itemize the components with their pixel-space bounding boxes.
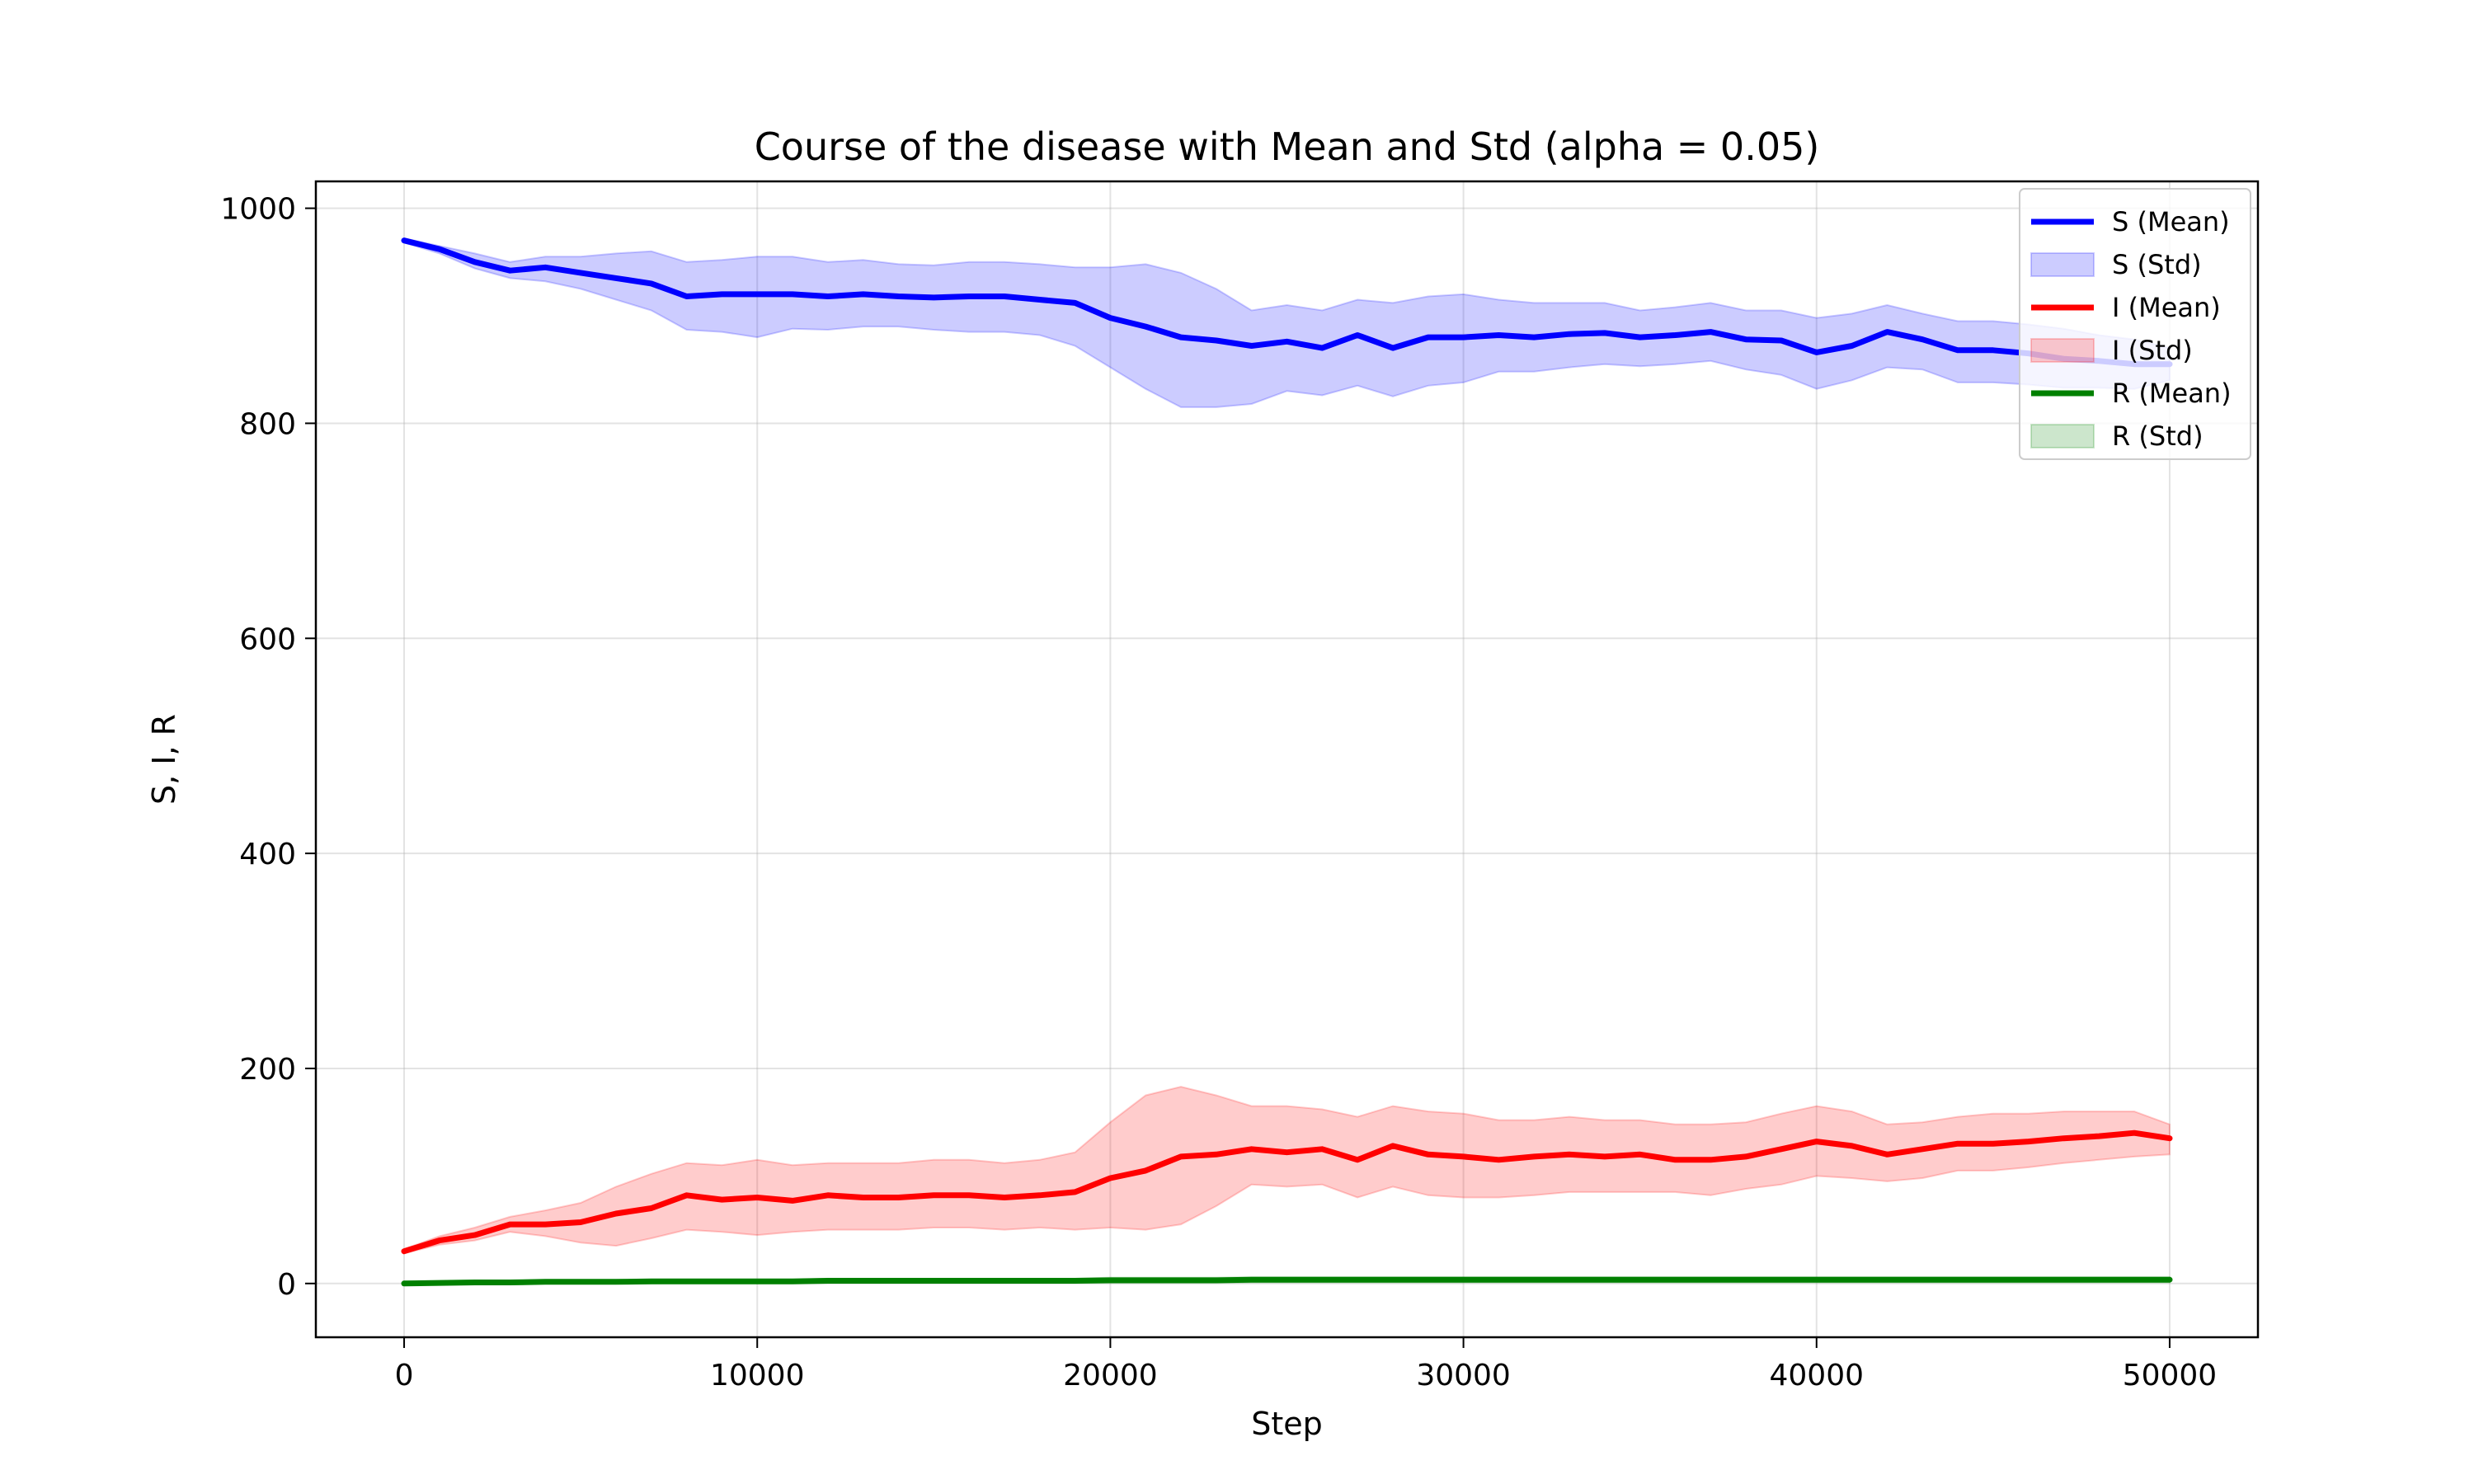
i-std-legend-label: I (Std) xyxy=(2112,335,2193,366)
y-tick-label: 400 xyxy=(239,838,296,871)
i-std-legend-swatch xyxy=(2030,338,2095,363)
x-tick-label: 10000 xyxy=(710,1359,805,1392)
s-std-legend-swatch xyxy=(2030,252,2095,277)
s-mean-line xyxy=(401,237,2173,368)
y-tick-label: 1000 xyxy=(220,193,296,227)
y-tick-label: 200 xyxy=(239,1053,296,1087)
i-std-band xyxy=(403,1086,2171,1255)
x-axis-label: Step xyxy=(1251,1406,1323,1442)
x-tick-label: 50000 xyxy=(2123,1359,2218,1392)
s-std-legend-label: S (Std) xyxy=(2112,249,2202,280)
x-tick-label: 40000 xyxy=(1770,1359,1865,1392)
i-mean-legend-label: I (Mean) xyxy=(2112,292,2221,323)
axis-ticks: 0 10000 20000 30000 40000 50000 0 200 400 600 800 1… xyxy=(220,193,2217,1392)
y-tick-label: 800 xyxy=(239,407,296,441)
r-std-legend-swatch xyxy=(2030,424,2095,448)
mean-lines xyxy=(401,237,2173,1287)
r-std-legend-label: R (Std) xyxy=(2112,420,2204,452)
std-bands xyxy=(403,237,2171,1284)
chart-title: Course of the disease with Mean and Std … xyxy=(755,124,1820,169)
y-tick-label: 600 xyxy=(239,622,296,656)
x-tick-label: 0 xyxy=(395,1359,414,1392)
r-mean-line xyxy=(401,1276,2173,1287)
y-tick-label: 0 xyxy=(277,1268,296,1302)
s-std-band xyxy=(403,237,2171,408)
legend: S (Mean) S (Std) I (Mean) I (Std) R (Mean) R … xyxy=(2019,188,2251,460)
plot-area-frame xyxy=(314,180,2260,1339)
x-tick-label: 30000 xyxy=(1416,1359,1511,1392)
i-mean-line xyxy=(401,1129,2173,1255)
x-tick-label: 20000 xyxy=(1063,1359,1158,1392)
y-axis-label: S, I, R xyxy=(146,714,182,805)
s-mean-legend-label: S (Mean) xyxy=(2112,206,2230,237)
r-mean-legend-label: R (Mean) xyxy=(2112,378,2232,409)
